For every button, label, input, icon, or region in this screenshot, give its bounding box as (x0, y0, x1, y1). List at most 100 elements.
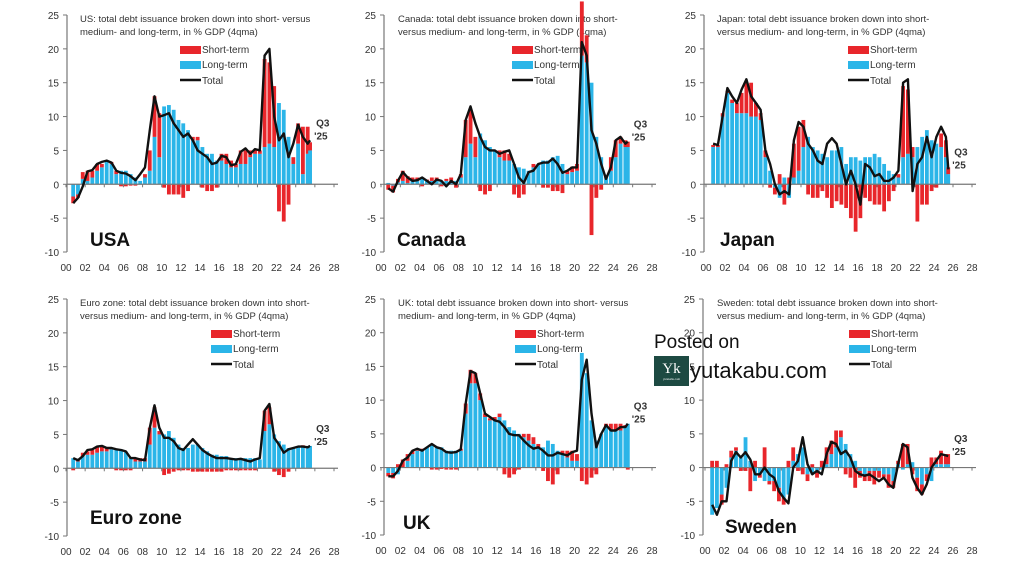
long-term-bar (886, 467, 891, 475)
y-tick-label: -5 (686, 497, 695, 508)
x-tick-label: 08 (776, 263, 788, 274)
short-term-bar (429, 467, 434, 470)
chart-legend: Short-term Long-term Total (180, 45, 249, 87)
long-term-bar (210, 454, 214, 469)
long-term-bar (296, 143, 301, 185)
y-tick-label: 25 (685, 11, 697, 22)
short-term-bar (516, 184, 521, 198)
long-term-bar (905, 464, 910, 468)
long-term-bar (934, 143, 939, 185)
y-tick-label: 0 (53, 180, 59, 191)
y-tick-label: 0 (53, 464, 59, 475)
x-tick-label: 22 (271, 547, 283, 558)
short-term-bar (157, 113, 162, 158)
long-term-bar (536, 163, 541, 185)
short-term-bar (929, 457, 934, 468)
long-term-bar (570, 172, 575, 185)
long-term-bar (599, 433, 604, 468)
long-term-bar (229, 167, 234, 185)
short-term-bar (233, 163, 238, 168)
long-term-bar (468, 143, 473, 185)
short-term-bar (410, 177, 415, 181)
short-term-bar (487, 184, 492, 192)
x-tick-label: 02 (395, 263, 407, 274)
x-tick-label: 02 (395, 546, 407, 557)
short-term-bar (729, 450, 734, 458)
short-term-bar (829, 184, 834, 208)
legend-swatch-long (180, 61, 201, 69)
long-term-bar (473, 157, 478, 185)
y-tick-label: 20 (685, 45, 697, 56)
legend-label-long: Long-term (537, 344, 583, 355)
watermark-row: Yk yutakabu.com yutakabu.com (654, 356, 827, 386)
legend-swatch-short (848, 46, 869, 54)
short-term-bar (95, 163, 100, 171)
short-term-bar (772, 481, 777, 492)
legend-swatch-short (512, 46, 533, 54)
short-term-bar (277, 468, 281, 476)
short-term-bar (157, 431, 162, 435)
short-term-bar (929, 184, 934, 192)
long-term-bar (739, 113, 744, 185)
long-term-bar (502, 160, 507, 185)
chart-panel-euro-zone: Euro zone: total debt issuance broken do… (45, 295, 340, 558)
short-term-bar (133, 184, 138, 186)
long-term-bar (521, 168, 526, 185)
long-term-bar (555, 155, 560, 185)
short-term-bar (608, 423, 613, 431)
legend-swatch-short (211, 330, 232, 338)
long-term-bar (604, 177, 608, 185)
chart-title-line: Japan: total debt issuance broken down i… (717, 14, 929, 25)
short-term-bar (267, 62, 272, 144)
long-term-bar (834, 150, 839, 185)
long-term-bar (281, 109, 286, 185)
long-term-bar (386, 182, 391, 185)
x-tick-label: 02 (719, 546, 731, 557)
short-term-bar (143, 174, 147, 178)
annotation-quarter: Q3 (954, 147, 968, 158)
short-term-bar (114, 170, 119, 175)
short-term-bar (123, 468, 128, 471)
long-term-bar (900, 467, 905, 470)
long-term-bar (181, 447, 186, 469)
long-term-bar (415, 450, 420, 468)
short-term-bar (492, 417, 497, 421)
chart-title-line: medium- and long-term, in % GDP (4qma) (80, 27, 258, 38)
x-tick-label: 28 (646, 546, 658, 557)
short-term-bar (886, 184, 891, 202)
long-term-bar (286, 136, 291, 185)
x-tick-label: 26 (947, 546, 959, 557)
watermark-posted-text: Posted on (654, 332, 740, 353)
x-tick-label: 06 (118, 263, 130, 274)
long-term-bar (458, 450, 463, 468)
short-term-bar (625, 141, 630, 148)
short-term-bar (882, 184, 887, 212)
long-term-bar (877, 157, 882, 185)
x-tick-label: 16 (852, 263, 864, 274)
short-term-bar (190, 468, 195, 472)
long-term-bar (512, 163, 517, 185)
country-label: Japan (720, 230, 775, 251)
short-term-bar (439, 184, 444, 187)
x-tick-label: 24 (608, 546, 620, 557)
short-term-bar (555, 467, 560, 475)
long-term-bar (844, 163, 849, 185)
short-term-bar (468, 109, 473, 144)
short-term-bar (796, 126, 801, 171)
x-tick-label: 12 (814, 546, 826, 557)
long-term-bar (570, 460, 575, 468)
legend-label-short: Short-term (870, 45, 917, 56)
short-term-bar (85, 170, 90, 181)
short-term-bar (594, 467, 599, 475)
legend-label-total: Total (233, 360, 254, 371)
long-term-bar (281, 444, 286, 469)
x-tick-label: 14 (833, 263, 845, 274)
short-term-bar (449, 467, 454, 470)
long-term-bar (233, 458, 238, 469)
long-term-bar (166, 431, 171, 469)
y-tick-label: 25 (365, 295, 377, 306)
long-term-bar (772, 467, 777, 482)
short-term-bar (776, 487, 781, 502)
short-term-bar (757, 474, 762, 478)
